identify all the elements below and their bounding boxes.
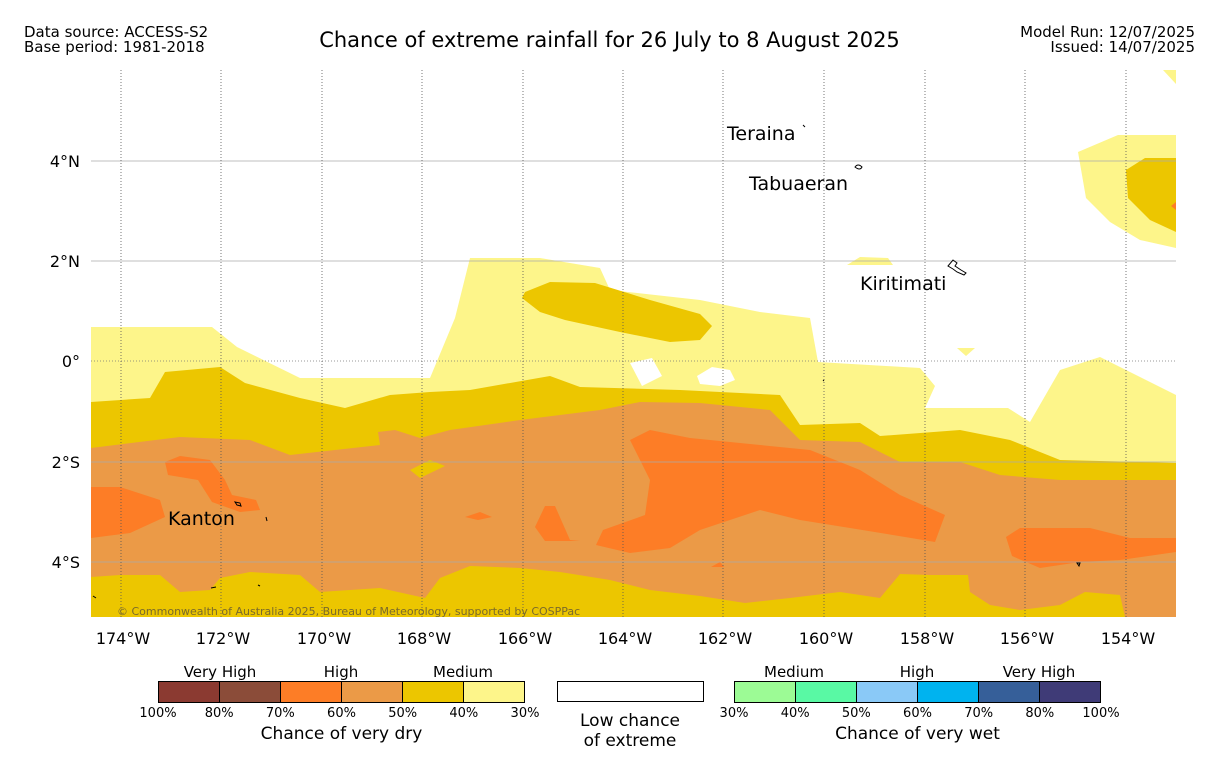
longitude-label: 168°W [397,629,452,648]
place-label-teraina: Teraina [726,123,796,145]
place-label-kanton: Kanton [168,508,235,530]
colorbar-swatch [341,682,402,702]
latitude-label: 2°N [50,252,80,271]
colorbar-tick-label: 40% [780,706,810,721]
longitude-label: 170°W [297,629,352,648]
colorbar-tick-label: 70% [964,706,994,721]
colorbar-tick-label: 40% [449,706,479,721]
low-chance-caption-2: of extreme [583,731,677,751]
low-chance-swatch [557,681,704,702]
colorbar-tick-label: 100% [139,706,177,721]
colorbar-tick-label: 60% [327,706,356,721]
wet-medium-label: Medium [764,663,824,681]
graticule [91,70,1176,617]
colorbar-swatch [735,682,795,702]
colorbar-tick-label: 60% [903,706,932,721]
colorbar-swatch [1039,682,1100,702]
colorbar-swatch [402,682,463,702]
longitude-label: 162°W [698,629,753,648]
dry-caption: Chance of very dry [260,724,423,744]
colorbar-swatch [856,682,917,702]
wet-caption: Chance of very wet [835,724,1000,744]
dry-very-high-label: Very High [183,663,257,681]
longitude-label: 166°W [498,629,553,648]
kiritimati-outline [947,259,967,276]
colorbar-swatch [978,682,1039,702]
teraina-outline [802,124,806,128]
atoll-outline [1076,562,1081,568]
colorbar-swatch [159,682,219,702]
atoll-outline [265,516,268,522]
issued-text: Issued: 14/07/2025 [1050,38,1195,56]
colorbar-tick-label: 80% [204,706,234,721]
colorbar-tick-label: 30% [719,706,749,721]
wet-high-label: High [899,663,935,681]
longitude-label: 160°W [799,629,854,648]
place-label-tabuaeran: Tabuaeran [748,173,848,195]
atoll-outline [210,586,217,589]
low-chance-caption-1: Low chance [580,711,680,731]
tabuaeran-outline [854,164,863,170]
colorbar-swatch [795,682,856,702]
dry-medium-label: Medium [433,663,493,681]
longitude-label: 164°W [598,629,653,648]
wet-very-high-label: Very High [1002,663,1076,681]
probability-field [91,70,1176,617]
longitude-labels: 174°W 172°W 170°W 168°W 166°W 164°W 162°W 160°W… [96,629,1156,648]
latitude-label: 2°S [52,453,80,472]
base-period-text: Base period: 1981-2018 [24,38,205,56]
latitude-label: 0° [62,352,80,371]
island-outlines [92,124,1081,599]
place-label-kiritimati: Kiritimati [860,273,946,295]
colorbar-swatch [917,682,978,702]
colorbar-tick-label: 50% [841,706,871,721]
dry-high-area [91,202,1176,568]
latitude-label: 4°S [52,553,80,572]
longitude-label: 158°W [900,629,955,648]
atoll-outline [257,584,261,587]
colorbar-swatch [463,682,524,702]
latitude-label: 4°N [50,152,80,171]
longitude-label: 174°W [96,629,151,648]
dry-high-label: High [323,663,359,681]
dry-colorbar [158,681,525,703]
colorbar-tick-label: 80% [1025,706,1055,721]
colorbar-tick-label: 100% [1082,706,1120,721]
colorbar-swatch [280,682,341,702]
longitude-label: 156°W [1000,629,1055,648]
latitude-labels: 4°N 2°N 0° 2°S 4°S [50,152,80,572]
wet-colorbar [734,681,1101,703]
colorbar-swatch [219,682,280,702]
colorbar-tick-label: 70% [265,706,295,721]
longitude-label: 172°W [196,629,251,648]
low-chance-gap [630,358,662,386]
data-source-text: Data source: ACCESS-S2 [24,23,209,41]
atoll-outline [822,379,825,382]
colorbar-tick-label: 50% [388,706,418,721]
dry-high-light-area [91,402,1176,617]
copyright-text: © Commonwealth of Australia 2025, Bureau… [117,605,580,618]
map-title: Chance of extreme rainfall for 26 July t… [319,28,900,52]
model-run-text: Model Run: 12/07/2025 [1020,23,1195,41]
low-chance-gap [697,367,735,386]
kanton-outline [233,501,242,507]
atoll-outline [92,595,97,599]
colorbar-tick-label: 30% [510,706,540,721]
longitude-label: 154°W [1101,629,1156,648]
